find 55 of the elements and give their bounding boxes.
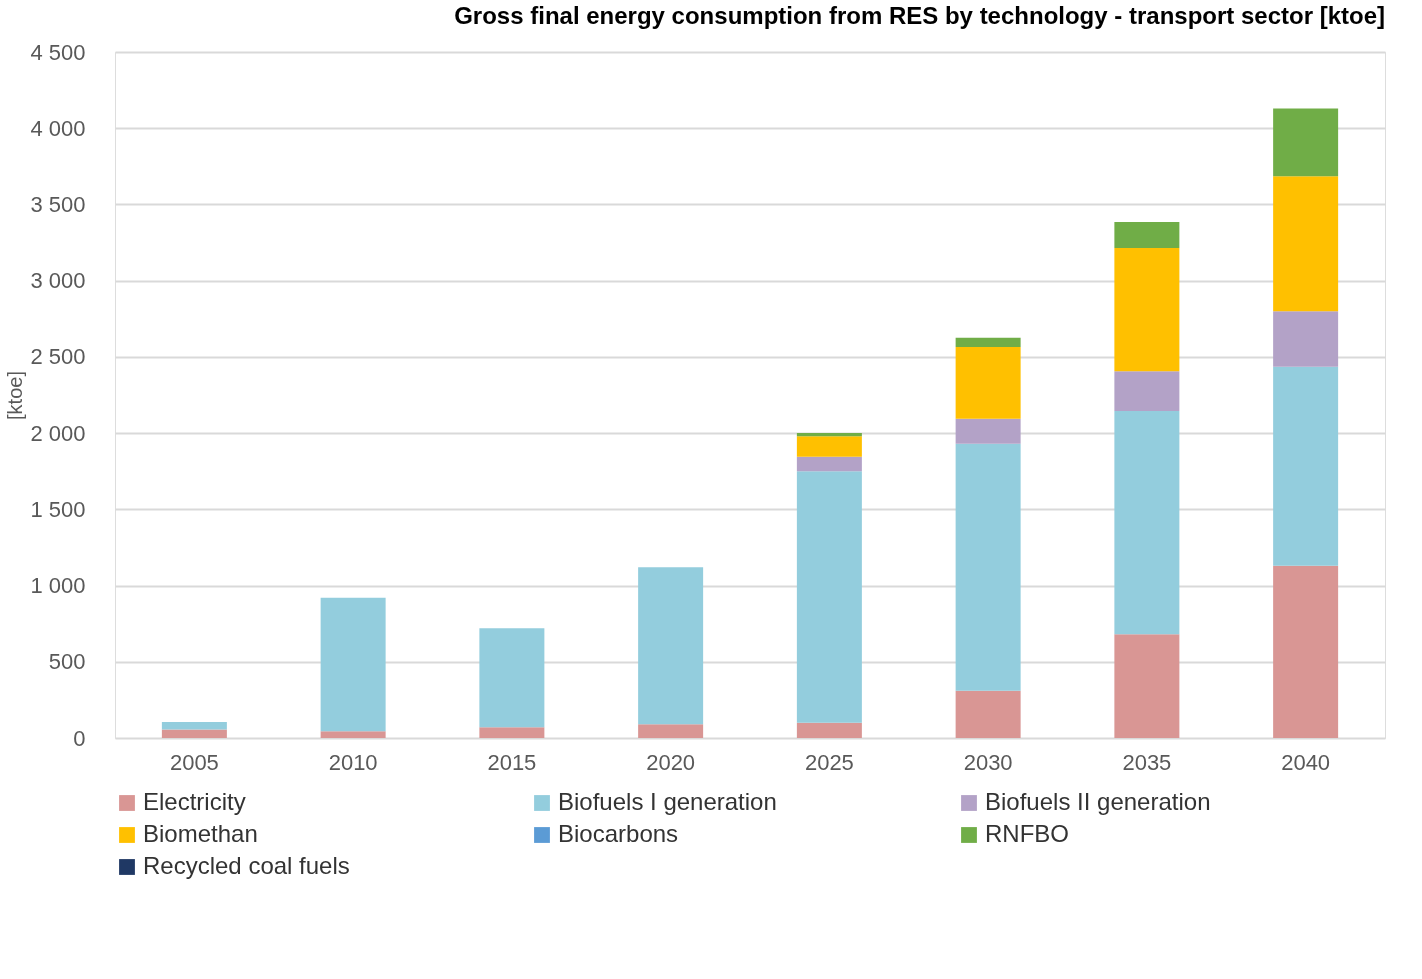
bar xyxy=(1114,411,1180,635)
legend-label: Biofuels II generation xyxy=(985,788,1211,815)
bar xyxy=(161,721,227,730)
bar xyxy=(1273,311,1339,367)
y-tick-label: 3 500 xyxy=(30,191,86,217)
bar xyxy=(955,337,1021,347)
bar xyxy=(320,597,386,732)
y-tick-label: 0 xyxy=(73,725,86,751)
chart-title: Gross final energy consumption from RES by technology - transport sector [ktoe] xyxy=(454,2,1385,29)
x-tick-label: 2040 xyxy=(1281,749,1331,775)
legend-label: Biomethan xyxy=(143,820,258,847)
bar xyxy=(955,418,1021,444)
bar xyxy=(1114,371,1180,412)
x-tick-label: 2030 xyxy=(963,749,1013,775)
y-tick-label: 3 000 xyxy=(30,268,86,294)
bar xyxy=(1273,565,1339,738)
legend-label: Biocarbons xyxy=(558,820,679,847)
y-tick-label: 2 000 xyxy=(30,420,86,446)
y-axis-title: [ktoe] xyxy=(4,371,27,420)
x-tick-label: 2015 xyxy=(487,749,537,775)
bar xyxy=(796,433,862,437)
y-tick-label: 1 000 xyxy=(30,573,86,599)
x-tick-label: 2035 xyxy=(1122,749,1172,775)
bar xyxy=(1273,366,1339,566)
bar xyxy=(1273,108,1339,177)
y-tick-label: 500 xyxy=(48,649,86,675)
bar xyxy=(796,722,862,738)
legend-label: Recycled coal fuels xyxy=(143,852,350,879)
legend-label: RNFBO xyxy=(985,820,1069,847)
bar xyxy=(479,628,545,728)
bar xyxy=(1114,247,1180,372)
y-tick-label: 4 500 xyxy=(30,39,86,65)
bar xyxy=(796,456,862,472)
y-tick-label: 1 500 xyxy=(30,496,86,522)
y-tick-label: 4 000 xyxy=(30,115,86,141)
legend-label: Biofuels I generation xyxy=(558,788,777,815)
x-tick-label: 2020 xyxy=(646,749,696,775)
bar xyxy=(1114,634,1180,738)
bar xyxy=(638,724,704,738)
bar xyxy=(1273,176,1339,312)
legend-label: Electricity xyxy=(143,788,246,815)
bar xyxy=(161,729,227,738)
bar xyxy=(955,443,1021,691)
bar xyxy=(796,436,862,457)
x-tick-label: 2005 xyxy=(169,749,219,775)
bar xyxy=(638,567,704,725)
bar xyxy=(479,727,545,738)
x-tick-label: 2025 xyxy=(804,749,854,775)
bar xyxy=(796,471,862,723)
y-tick-label: 2 500 xyxy=(30,344,86,370)
x-tick-label: 2010 xyxy=(328,749,378,775)
bar xyxy=(1114,221,1180,248)
bar xyxy=(955,346,1021,419)
bar xyxy=(320,731,386,738)
bar xyxy=(955,690,1021,738)
